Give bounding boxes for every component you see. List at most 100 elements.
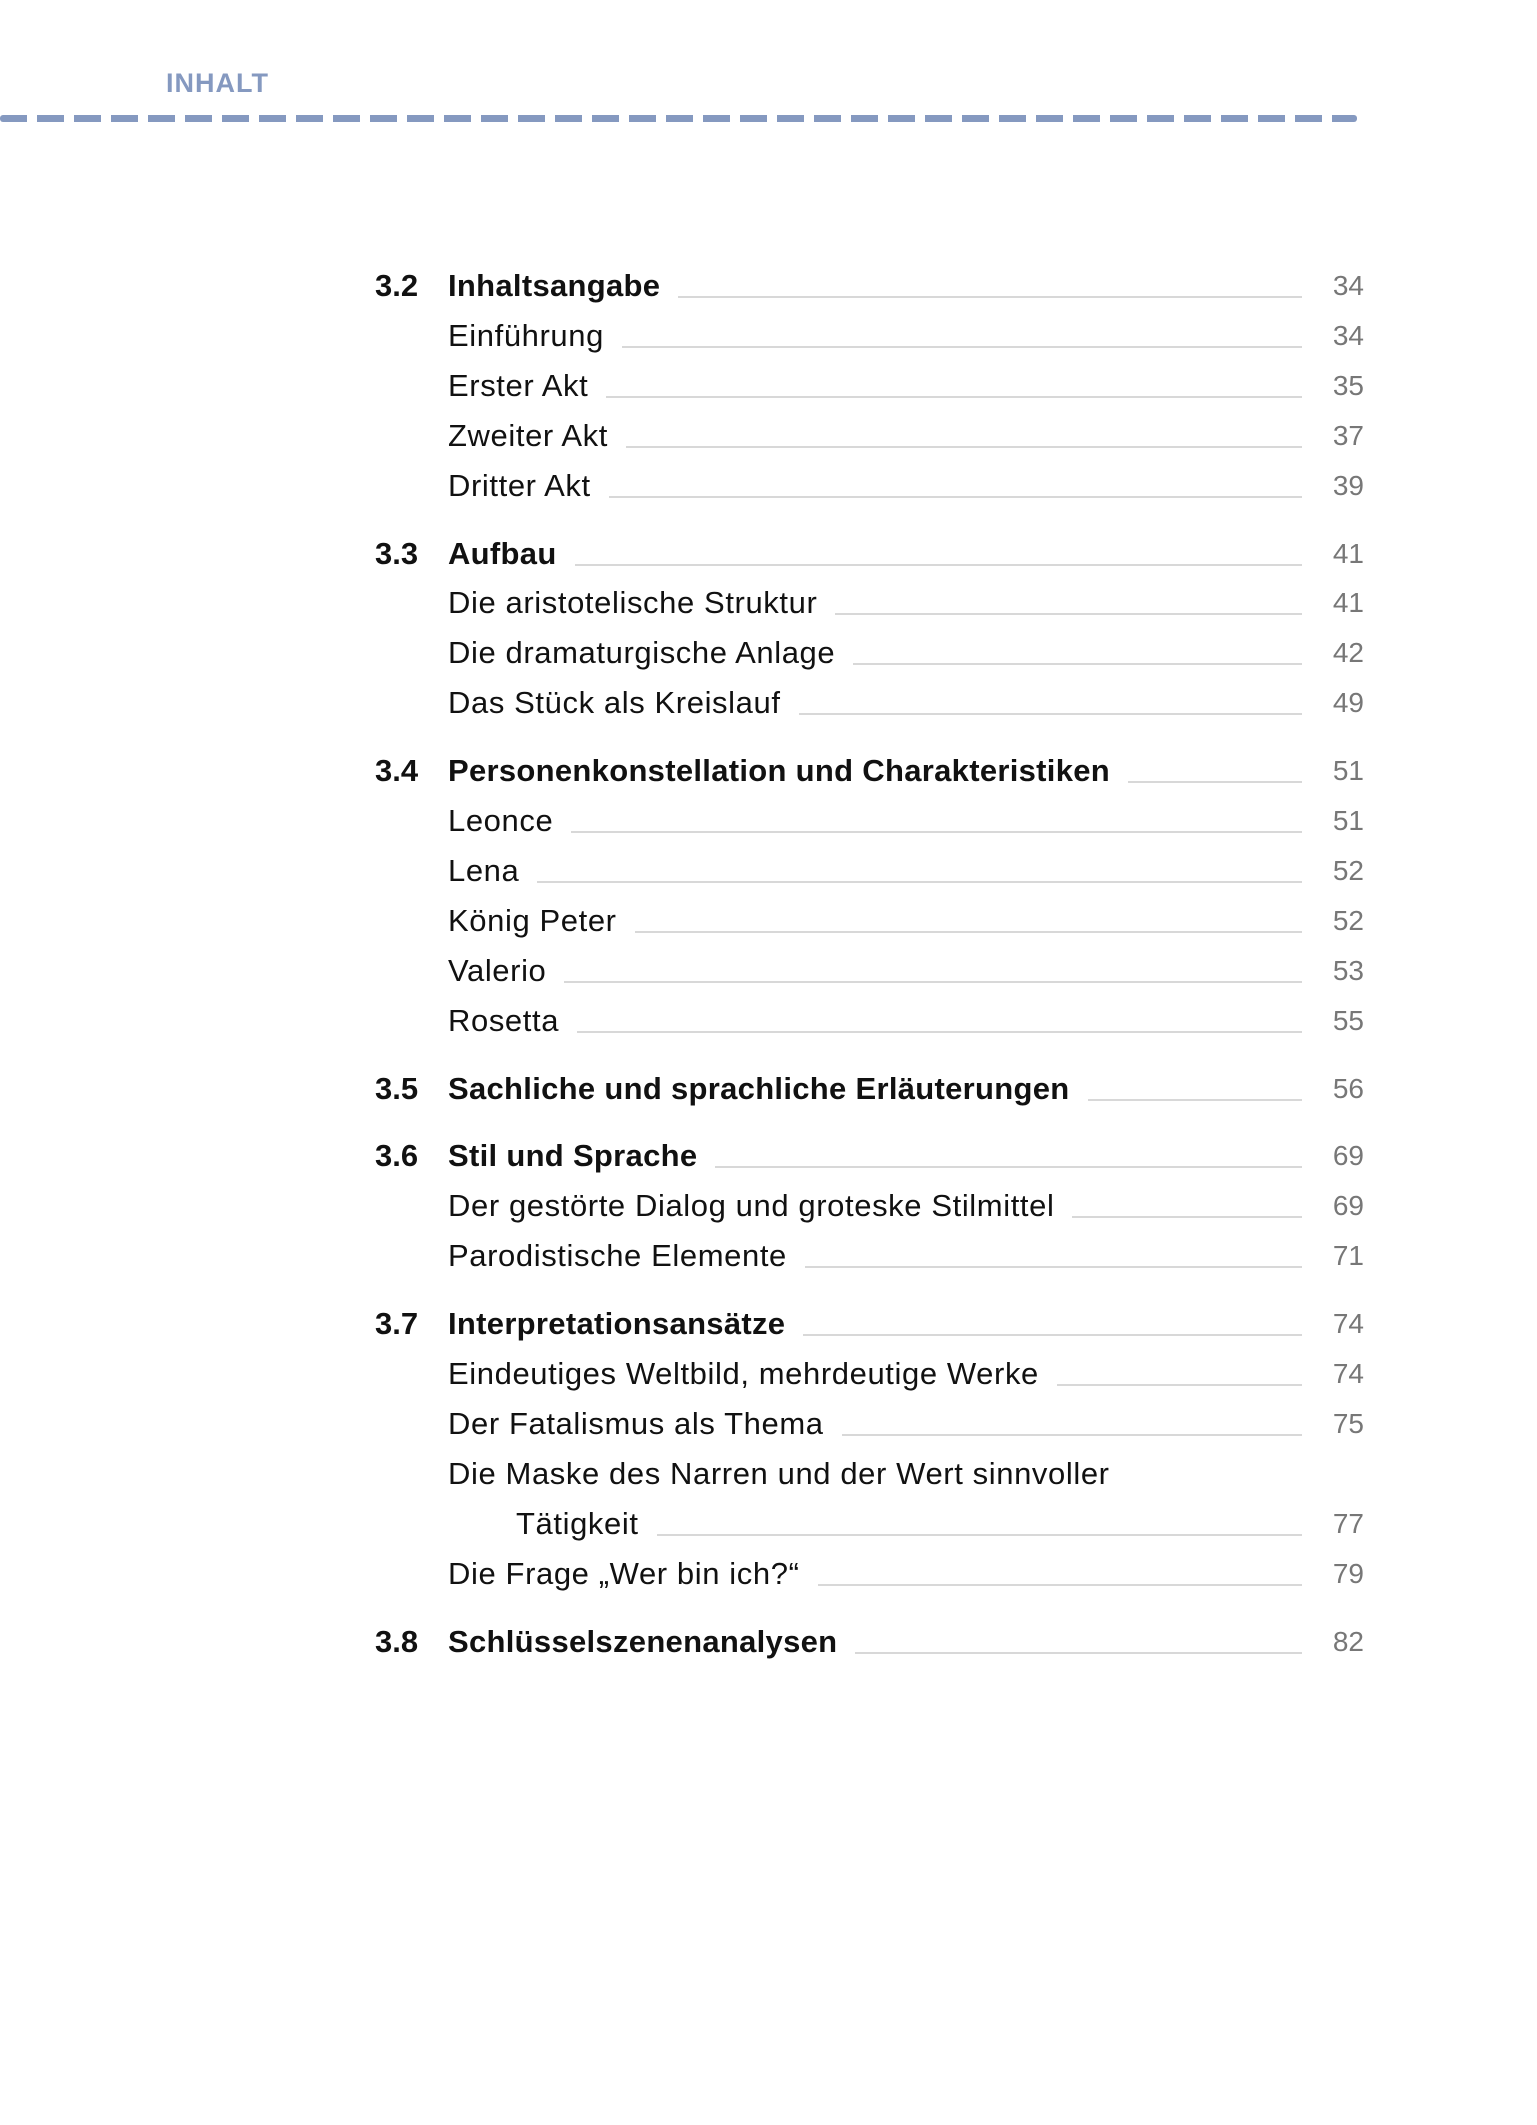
page-number: 41 <box>1332 537 1364 569</box>
dotted-leader-line <box>803 1334 1302 1337</box>
dotted-leader-line <box>715 1166 1302 1169</box>
dotted-leader-line <box>1087 1098 1302 1101</box>
dotted-leader-line <box>606 395 1302 398</box>
toc-subentry[interactable]: Valerio 53 <box>375 950 1364 992</box>
dotted-leader-line <box>574 563 1302 566</box>
toc-subentry[interactable]: Zweiter Akt 37 <box>375 415 1364 457</box>
dotted-leader-line <box>608 495 1302 498</box>
section-number: 3.8 <box>375 1623 419 1659</box>
page-number: 53 <box>1332 954 1364 986</box>
page-number: 52 <box>1332 904 1364 936</box>
entry-title: Dritter Akt <box>448 467 591 503</box>
dotted-leader-line <box>804 1266 1302 1269</box>
entry-title: Einführung <box>448 317 604 353</box>
entry-title: Inhaltsangabe <box>448 268 661 303</box>
page-number: 35 <box>1332 369 1364 401</box>
section-number: 3.3 <box>375 535 419 571</box>
page-number: 74 <box>1332 1358 1364 1389</box>
dotted-leader-line <box>841 1433 1302 1436</box>
toc-subentry[interactable]: Die Frage „Wer bin ich?“ 79 <box>375 1553 1364 1595</box>
toc-subentry[interactable]: Tätigkeit 77 <box>375 1503 1364 1545</box>
entry-title: Der Fatalismus als Thema <box>448 1405 824 1441</box>
dotted-leader-line <box>625 445 1302 448</box>
toc-subentry[interactable]: Die Maske des Narren und der Wert sinnvo… <box>375 1453 1364 1495</box>
toc-subentry[interactable]: Eindeutiges Weltbild, mehrdeutige Werke 7… <box>375 1353 1364 1395</box>
dotted-leader-line <box>817 1583 1302 1586</box>
header-dashed-divider <box>0 115 1357 122</box>
entry-title: Sachliche und sprachliche Erläuterungen <box>448 1070 1070 1106</box>
toc-section-entry[interactable]: 3.6 Stil und Sprache 69 <box>375 1135 1364 1177</box>
page-number: 74 <box>1332 1308 1364 1340</box>
toc-subentry[interactable]: Lena 52 <box>375 850 1364 892</box>
entry-title: Schlüsselszenenanalysen <box>448 1623 838 1659</box>
toc-section-entry[interactable]: 3.5 Sachliche und sprachliche Erläuterung… <box>375 1068 1364 1110</box>
toc-subentry[interactable]: König Peter 52 <box>375 900 1364 942</box>
toc-subentry[interactable]: Das Stück als Kreislauf 49 <box>375 682 1364 724</box>
toc-subentry[interactable]: Rosetta 55 <box>375 1000 1364 1042</box>
toc-subentry[interactable]: Der gestörte Dialog und groteske Stilmit… <box>375 1185 1364 1227</box>
toc-subentry[interactable]: Die dramaturgische Anlage 42 <box>375 632 1364 674</box>
page-number: 71 <box>1332 1240 1364 1272</box>
entry-title: Rosetta <box>448 1002 560 1038</box>
page-number: 69 <box>1332 1140 1364 1172</box>
entry-title: Die aristotelische Struktur <box>448 585 818 621</box>
page-number: 49 <box>1332 687 1364 719</box>
dotted-leader-line <box>564 980 1302 983</box>
dotted-leader-line <box>835 613 1302 616</box>
toc-section-entry[interactable]: 3.4 Personenkonstellation und Charakteris… <box>375 750 1364 792</box>
page-number: 75 <box>1332 1407 1364 1439</box>
page-number: 51 <box>1332 755 1364 787</box>
entry-title: Stil und Sprache <box>448 1138 698 1174</box>
entry-title: Die Frage „Wer bin ich?“ <box>448 1555 800 1591</box>
toc-subentry[interactable]: Der Fatalismus als Thema 75 <box>375 1403 1364 1445</box>
toc-subentry[interactable]: Einführung 34 <box>375 315 1364 357</box>
dotted-leader-line <box>1056 1384 1302 1386</box>
page-number: 77 <box>1332 1507 1364 1539</box>
toc-subentry[interactable]: Leonce 51 <box>375 800 1364 842</box>
section-number: 3.2 <box>375 268 419 303</box>
page-number: 34 <box>1332 319 1364 351</box>
entry-title: Tätigkeit <box>516 1505 639 1541</box>
entry-title: Personenkonstellation und Charakteristik… <box>448 753 1111 789</box>
entry-title: König Peter <box>448 902 617 938</box>
dotted-leader-line <box>656 1533 1302 1536</box>
toc-subentry[interactable]: Parodistische Elemente 71 <box>375 1235 1364 1277</box>
page-number: 55 <box>1332 1004 1364 1036</box>
page-number: 69 <box>1332 1190 1364 1222</box>
dotted-leader-line <box>571 831 1302 833</box>
page-number: 56 <box>1332 1072 1364 1104</box>
dotted-leader-line <box>1072 1216 1302 1219</box>
toc-section-entry[interactable]: 3.2 Inhaltsangabe 34 <box>375 265 1364 307</box>
dotted-leader-line <box>678 296 1302 298</box>
page-number: 42 <box>1332 637 1364 669</box>
section-number: 3.5 <box>375 1070 419 1106</box>
page-number: 52 <box>1332 854 1364 886</box>
page-number: 79 <box>1332 1557 1364 1589</box>
section-number: 3.4 <box>375 753 419 789</box>
page-number: 39 <box>1332 469 1364 501</box>
page-number: 41 <box>1332 587 1364 619</box>
entry-title: Eindeutiges Weltbild, mehrdeutige Werke <box>448 1356 1039 1391</box>
page-number: 82 <box>1332 1625 1364 1657</box>
dotted-leader-line <box>621 345 1302 348</box>
page-number: 37 <box>1332 419 1364 451</box>
toc-subentry[interactable]: Die aristotelische Struktur 41 <box>375 582 1364 624</box>
section-number: 3.6 <box>375 1138 419 1174</box>
entry-title: Lena <box>448 852 520 888</box>
entry-title: Aufbau <box>448 535 557 571</box>
entry-title: Parodistische Elemente <box>448 1238 787 1274</box>
entry-title: Interpretationsansätze <box>448 1306 786 1342</box>
page-number: 51 <box>1332 805 1364 836</box>
toc-section-entry[interactable]: 3.8 Schlüsselszenenanalysen 82 <box>375 1621 1364 1663</box>
dotted-leader-line <box>855 1651 1302 1654</box>
toc-section-entry[interactable]: 3.3 Aufbau 41 <box>375 533 1364 575</box>
entry-title: Erster Akt <box>448 367 589 403</box>
entry-title: Der gestörte Dialog und groteske Stilmit… <box>448 1188 1055 1224</box>
toc-subentry[interactable]: Erster Akt 35 <box>375 365 1364 407</box>
dotted-leader-line <box>798 713 1302 716</box>
toc-section-entry[interactable]: 3.7 Interpretationsansätze 74 <box>375 1303 1364 1345</box>
entry-title: Die dramaturgische Anlage <box>448 635 836 671</box>
dotted-leader-line <box>634 930 1302 933</box>
entry-title: Leonce <box>448 803 554 838</box>
toc-subentry[interactable]: Dritter Akt 39 <box>375 465 1364 507</box>
